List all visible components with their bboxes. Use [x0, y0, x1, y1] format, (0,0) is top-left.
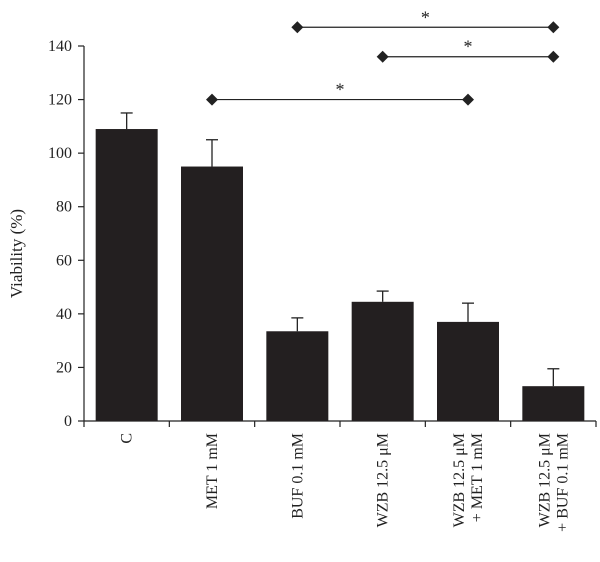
- x-category-label: MET 1 mM: [204, 433, 221, 509]
- significance-marker: [547, 50, 560, 63]
- bar: [95, 129, 158, 422]
- y-tick-label: 140: [48, 38, 72, 55]
- x-category-label: BUF 0.1 mM: [289, 433, 306, 519]
- x-category-label: WZB 12.5 μM: [536, 433, 553, 527]
- significance-star: *: [464, 37, 473, 57]
- y-tick-label: 80: [56, 199, 72, 216]
- category-labels: C MET 1 mM BUF 0.1 mM WZB 12.5 μM WZB 12.5 μ…: [119, 433, 572, 532]
- significance-star: *: [421, 7, 430, 27]
- y-tick-label: 0: [64, 413, 72, 430]
- y-tick-label: 120: [48, 92, 72, 109]
- significance-marker: [547, 21, 560, 34]
- bar: [437, 321, 499, 421]
- bar: [351, 301, 414, 421]
- significance-marker: [291, 21, 304, 34]
- x-category-label: + MET 1 mM: [469, 433, 486, 522]
- bar: [181, 166, 243, 421]
- y-tick-label: 20: [56, 359, 72, 376]
- bars: [95, 129, 585, 422]
- x-category-label: WZB 12.5 μM: [451, 433, 468, 527]
- significance-marker: [462, 93, 474, 106]
- significance-star: *: [336, 80, 345, 100]
- bar: [522, 386, 585, 421]
- y-tick-label: 60: [56, 252, 72, 269]
- error-bars: [120, 112, 560, 387]
- bar: [266, 331, 329, 421]
- y-tick-label: 40: [56, 306, 72, 323]
- axes: 0 20 40 60 80 100 120 140: [48, 38, 597, 430]
- x-category-label: + BUF 0.1 mM: [554, 433, 571, 532]
- significance-brackets: * * *: [206, 7, 560, 106]
- x-category-label: WZB 12.5 μM: [375, 433, 392, 527]
- x-category-label: C: [119, 433, 136, 444]
- significance-marker: [376, 50, 389, 63]
- y-axis-title: Viability (%): [7, 209, 26, 298]
- y-tick-label: 100: [48, 145, 72, 162]
- significance-marker: [206, 93, 218, 106]
